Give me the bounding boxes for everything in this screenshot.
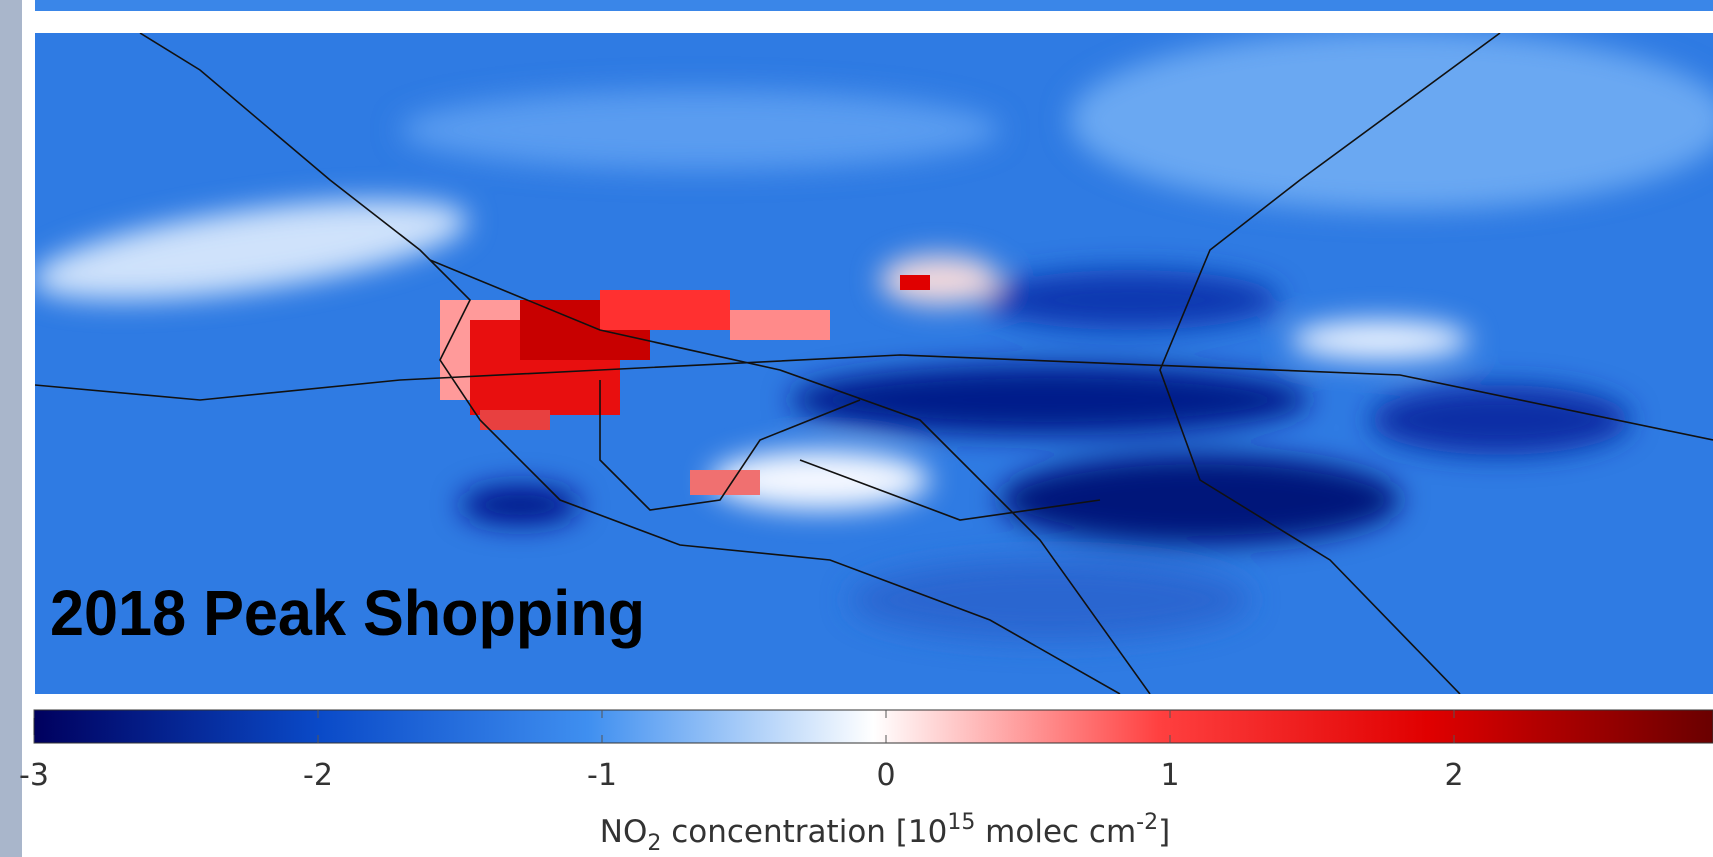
colorbar-tick-label: 2 [1444, 758, 1463, 793]
upper-panel-edge [35, 0, 1713, 11]
label-sup: 15 [947, 810, 975, 835]
colorbar-tick-label: 1 [1160, 758, 1179, 793]
colorbar-tick-label: -3 [19, 758, 49, 793]
colorbar [34, 710, 1713, 743]
label-part: concentration [10 [661, 814, 947, 850]
label-part: ] [1158, 814, 1170, 850]
map-panel: 2018 Peak Shopping [27, 30, 1713, 694]
panel-label: 2018 Peak Shopping [50, 577, 645, 649]
colorbar-tick-label: -2 [303, 758, 333, 793]
colorbar-tick-label: 0 [876, 758, 895, 793]
side-border [0, 0, 22, 857]
colorbar-tick-label: -1 [587, 758, 617, 793]
label-sup: -2 [1136, 810, 1158, 835]
label-part: molec cm [975, 814, 1136, 850]
figure: 2018 Peak Shopping -3-2-1012 NO2 concent… [0, 0, 1713, 857]
colorbar-label: NO2 concentration [1015 molec cm-2] [600, 810, 1170, 856]
label-part: NO [600, 814, 648, 850]
label-sub: 2 [647, 831, 661, 856]
